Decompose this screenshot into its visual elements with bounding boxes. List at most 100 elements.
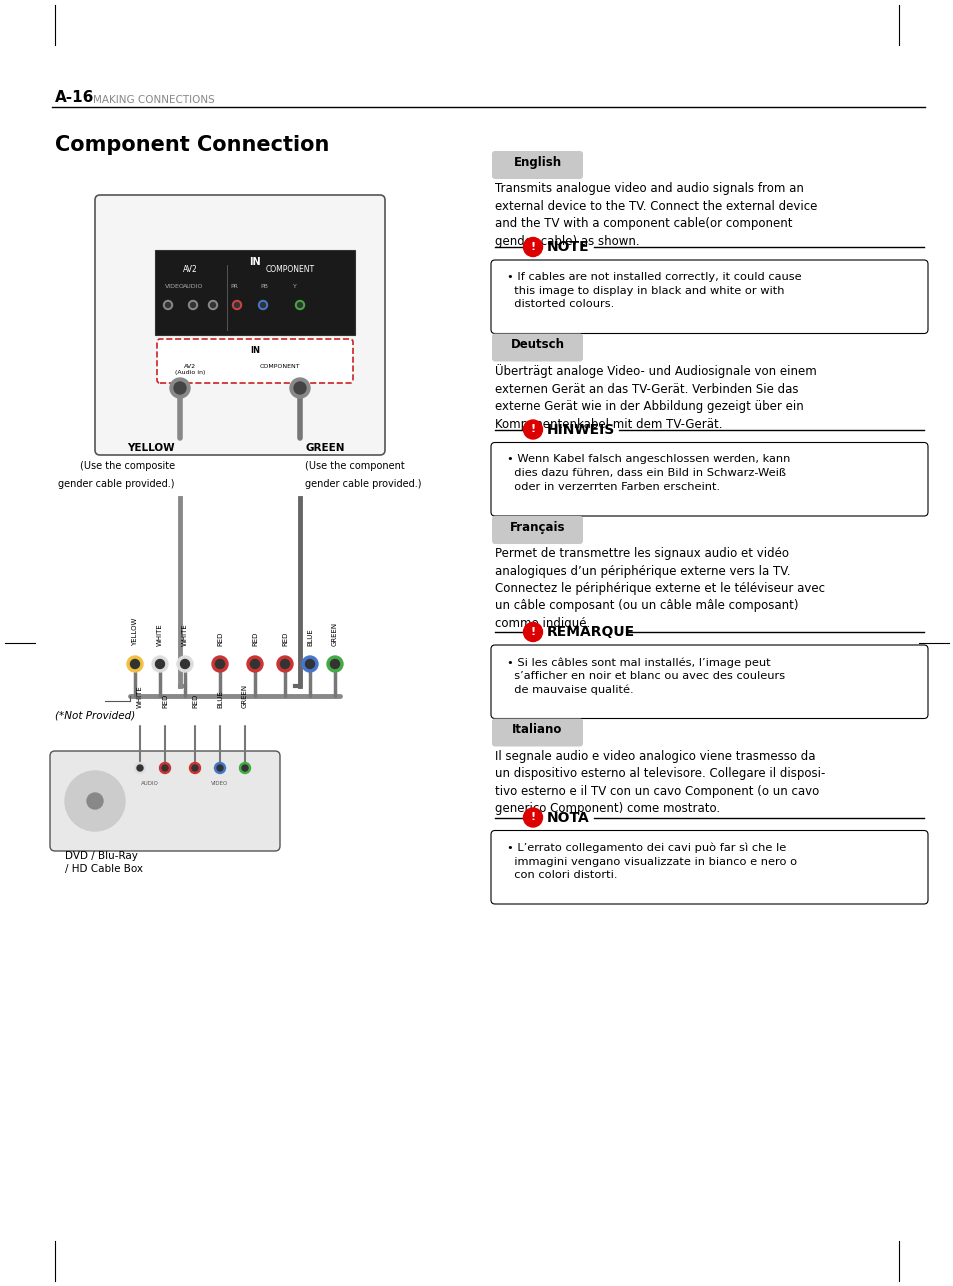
Text: !: ! (530, 424, 535, 435)
Circle shape (216, 765, 223, 772)
Text: English: English (513, 156, 561, 168)
Circle shape (297, 302, 302, 307)
Circle shape (212, 656, 228, 673)
Circle shape (190, 763, 200, 773)
Circle shape (280, 660, 289, 669)
Text: VIDEO: VIDEO (212, 781, 229, 786)
Circle shape (523, 421, 542, 439)
Text: AV2: AV2 (182, 265, 197, 274)
FancyBboxPatch shape (492, 719, 582, 746)
Text: !: ! (530, 242, 535, 252)
Text: YELLOW: YELLOW (132, 617, 138, 646)
Circle shape (127, 656, 143, 673)
Circle shape (209, 301, 217, 310)
Text: PB: PB (260, 284, 268, 289)
Circle shape (251, 660, 259, 669)
Circle shape (242, 765, 248, 772)
Text: GREEN: GREEN (332, 622, 337, 646)
Text: COMPONENT: COMPONENT (265, 265, 314, 274)
Circle shape (177, 656, 193, 673)
Text: DVD / Blu-Ray
/ HD Cable Box: DVD / Blu-Ray / HD Cable Box (65, 851, 143, 874)
Circle shape (523, 622, 542, 642)
Circle shape (294, 382, 306, 394)
Text: Français: Français (509, 521, 565, 534)
Circle shape (305, 660, 314, 669)
Circle shape (152, 656, 168, 673)
Text: • If cables are not installed correctly, it could cause
  this image to display : • If cables are not installed correctly,… (506, 273, 801, 309)
Circle shape (191, 302, 195, 307)
Circle shape (192, 765, 198, 772)
Text: RED: RED (216, 631, 223, 646)
Circle shape (327, 656, 343, 673)
FancyBboxPatch shape (492, 150, 582, 179)
Text: • L’errato collegamento dei cavi può far sì che le
  immagini vengano visualizza: • L’errato collegamento dei cavi può far… (506, 842, 797, 880)
Text: AUDIO: AUDIO (183, 284, 203, 289)
Text: GREEN: GREEN (242, 684, 248, 709)
Text: (Use the component: (Use the component (305, 460, 404, 471)
Circle shape (295, 301, 304, 310)
Text: Überträgt analoge Video- und Audiosignale von einem
externen Gerät an das TV-Ger: Überträgt analoge Video- und Audiosignal… (495, 364, 816, 431)
Text: IN: IN (250, 346, 260, 355)
Text: BLUE: BLUE (307, 629, 313, 646)
Text: GREEN: GREEN (305, 442, 344, 453)
FancyBboxPatch shape (491, 646, 927, 719)
Bar (154, 249, 355, 334)
Text: (*Not Provided): (*Not Provided) (55, 711, 135, 721)
FancyBboxPatch shape (491, 260, 927, 333)
Circle shape (189, 301, 197, 310)
Circle shape (159, 763, 171, 773)
Text: PR: PR (230, 284, 237, 289)
Circle shape (214, 763, 225, 773)
Text: IN: IN (249, 257, 260, 267)
FancyBboxPatch shape (491, 831, 927, 904)
Circle shape (330, 660, 339, 669)
Text: VIDEO: VIDEO (165, 284, 185, 289)
Text: Component Connection: Component Connection (55, 135, 329, 156)
Circle shape (290, 378, 310, 397)
Text: gender cable provided.): gender cable provided.) (305, 478, 421, 489)
Text: RED: RED (162, 693, 168, 709)
Text: MAKING CONNECTIONS: MAKING CONNECTIONS (92, 95, 214, 105)
Circle shape (260, 302, 265, 307)
FancyBboxPatch shape (157, 340, 353, 383)
Text: Italiano: Italiano (512, 723, 562, 736)
Text: (Use the composite: (Use the composite (80, 460, 174, 471)
Circle shape (258, 301, 267, 310)
Text: AUDIO: AUDIO (141, 781, 159, 786)
Circle shape (180, 660, 190, 669)
Circle shape (131, 660, 139, 669)
Circle shape (134, 763, 146, 773)
Text: COMPONENT: COMPONENT (259, 364, 300, 369)
Text: Y: Y (293, 284, 296, 289)
Text: • Si les câbles sont mal installés, l’image peut
  s’afficher en noir et blanc o: • Si les câbles sont mal installés, l’im… (506, 657, 784, 696)
Circle shape (87, 793, 103, 809)
Circle shape (137, 765, 143, 772)
Circle shape (165, 302, 171, 307)
Circle shape (173, 382, 186, 394)
Text: A-16: A-16 (55, 90, 94, 105)
Text: RED: RED (252, 631, 257, 646)
Text: !: ! (530, 628, 535, 637)
Text: WHITE: WHITE (182, 624, 188, 646)
Text: RED: RED (282, 631, 288, 646)
Circle shape (170, 378, 190, 397)
FancyBboxPatch shape (95, 195, 385, 455)
Text: REMARQUE: REMARQUE (546, 625, 635, 639)
Circle shape (233, 301, 241, 310)
Text: Deutsch: Deutsch (510, 338, 564, 351)
Text: Il segnale audio e video analogico viene trasmesso da
un dispositivo esterno al : Il segnale audio e video analogico viene… (495, 750, 824, 815)
Text: Permet de transmettre les signaux audio et vidéo
analogiques d’un périphérique e: Permet de transmettre les signaux audio … (495, 547, 824, 630)
Text: gender cable provided.): gender cable provided.) (58, 478, 174, 489)
Circle shape (211, 302, 215, 307)
Text: NOTE: NOTE (546, 240, 589, 255)
FancyBboxPatch shape (492, 333, 582, 361)
Circle shape (234, 302, 239, 307)
Text: Transmits analogue video and audio signals from an
external device to the TV. Co: Transmits analogue video and audio signa… (495, 183, 817, 247)
Text: NOTA: NOTA (546, 810, 589, 824)
Circle shape (215, 660, 224, 669)
Circle shape (523, 238, 542, 256)
Text: !: ! (530, 813, 535, 823)
Circle shape (163, 301, 172, 310)
Text: HINWEIS: HINWEIS (546, 423, 615, 436)
Circle shape (302, 656, 317, 673)
